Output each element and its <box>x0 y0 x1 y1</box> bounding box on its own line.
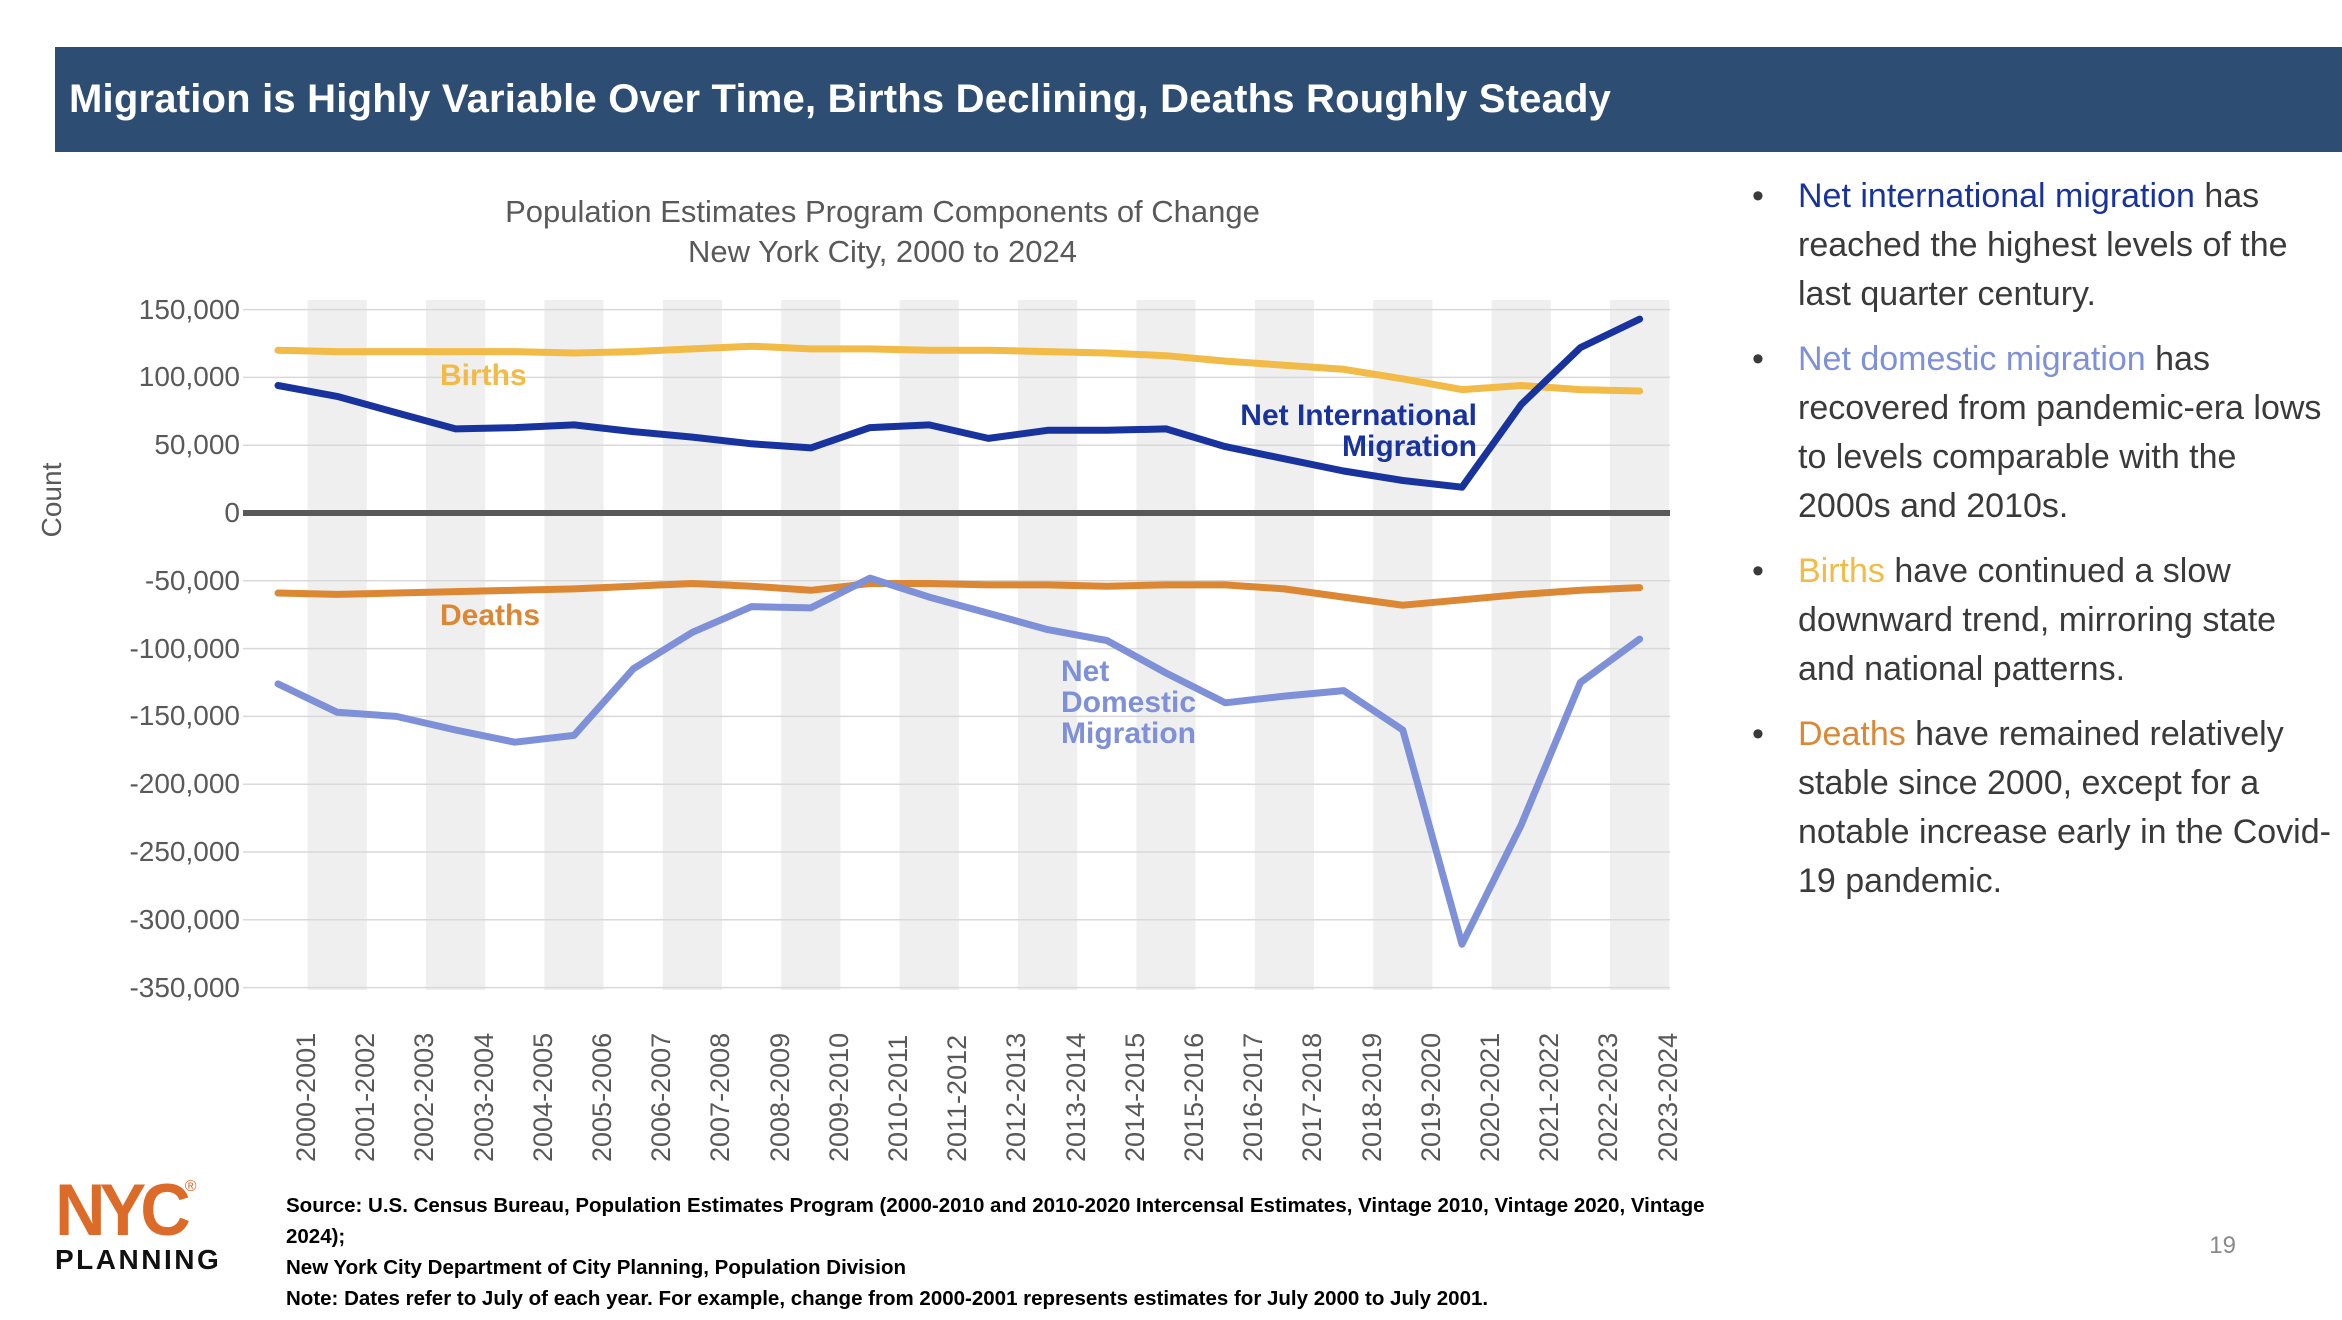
x-tick-label: 2014-2015 <box>1119 1032 1150 1162</box>
y-tick-label: 150,000 <box>138 293 240 325</box>
y-tick-label: -300,000 <box>129 903 240 935</box>
bullet-rest-text: have continued a slow downward trend, mi… <box>1798 552 2277 688</box>
x-tick-label: 2001-2002 <box>350 1032 381 1162</box>
x-tick-label: 2022-2023 <box>1593 1032 1624 1162</box>
x-tick-label: 2020-2021 <box>1475 1032 1505 1162</box>
x-tick-label: 2003-2004 <box>468 1032 499 1162</box>
y-tick-label: -350,000 <box>129 971 240 1003</box>
y-tick-label: -50,000 <box>145 564 240 596</box>
nyc-planning-logo: NYC® PLANNING <box>55 1169 265 1276</box>
net-domestic-migration-series-label: Net Domestic Migration <box>1061 655 1197 750</box>
category-band <box>1254 300 1314 990</box>
x-tick-label: 2021-2022 <box>1534 1032 1565 1162</box>
x-tick-label: 2009-2010 <box>823 1032 854 1162</box>
bullet-item-4: • Deaths have remained relatively stable … <box>1752 710 2337 906</box>
bullet-text: Deaths have remained relatively stable s… <box>1798 710 2337 906</box>
y-tick-label: 50,000 <box>154 429 240 461</box>
y-axis-title: Count <box>36 462 67 538</box>
x-tick-label: 2008-2009 <box>764 1032 795 1162</box>
x-tick-label: 2015-2016 <box>1179 1032 1209 1162</box>
deaths-line <box>274 580 1644 609</box>
chart-canvas <box>243 300 1670 990</box>
bullet-text: Net domestic migration has recovered fro… <box>1798 335 2337 531</box>
x-tick-label: 2012-2013 <box>1001 1032 1032 1162</box>
bullet-rest-text: have remained relatively stable since 20… <box>1798 715 2331 900</box>
category-band <box>1136 300 1196 990</box>
x-tick-label: 2006-2007 <box>646 1032 677 1162</box>
y-tick-label: 0 <box>224 497 240 528</box>
bullet-item-3: • Births have continued a slow downward t… <box>1752 547 2337 694</box>
nyc-logo-nyc: NYC <box>55 1169 191 1251</box>
header-bar: Migration is Highly Variable Over Time, … <box>55 47 2342 152</box>
x-tick-label: 2013-2014 <box>1060 1032 1091 1162</box>
chart-title: Population Estimates Program Components … <box>255 192 1510 272</box>
y-tick-label: -250,000 <box>129 836 240 867</box>
chart-title-line1: Population Estimates Program Components … <box>505 194 1260 229</box>
y-tick-label: -150,000 <box>129 700 240 732</box>
net-international-migration-series-label: Net International Migration <box>1240 399 1477 463</box>
bullet-marker: • <box>1752 177 1764 215</box>
category-band <box>1018 300 1078 990</box>
page-number: 19 <box>2209 1232 2236 1259</box>
key-findings-panel: • Net international migration has reached… <box>1752 172 2337 922</box>
category-band <box>544 300 604 990</box>
bullet-lead-term: Net international migration <box>1798 177 2195 215</box>
y-tick-label: -200,000 <box>129 768 240 800</box>
x-tick-label: 2018-2019 <box>1356 1032 1387 1162</box>
bullet-lead-term: Deaths <box>1798 715 1906 753</box>
deaths-series-label: Deaths <box>440 599 541 632</box>
x-tick-label: 2000-2001 <box>291 1032 321 1162</box>
category-band <box>1373 300 1433 990</box>
slide-title: Migration is Highly Variable Over Time, … <box>69 77 1612 121</box>
bullet-lead-term: Births <box>1798 552 1885 590</box>
category-band <box>899 300 959 990</box>
net-domestic-migration-line <box>274 574 1644 948</box>
source-note: Source: U.S. Census Bureau, Population E… <box>286 1190 1746 1314</box>
bullet-text: Net international migration has reached … <box>1798 172 2337 319</box>
registered-mark: ® <box>184 1178 197 1195</box>
source-line-3: Note: Dates refer to July of each year. … <box>286 1287 1489 1310</box>
bullet-marker: • <box>1752 552 1764 590</box>
category-band <box>307 300 367 990</box>
category-band <box>1491 300 1551 990</box>
net-international-migration-line <box>274 315 1644 491</box>
x-tick-label: 2019-2020 <box>1415 1032 1446 1162</box>
bullet-text: Births have continued a slow downward tr… <box>1798 547 2337 694</box>
x-tick-label: 2023-2024 <box>1652 1032 1683 1162</box>
x-tick-label: 2005-2006 <box>587 1032 617 1162</box>
y-tick-label: 100,000 <box>138 361 240 393</box>
x-tick-label: 2017-2018 <box>1297 1032 1328 1162</box>
source-line-2: New York City Department of City Plannin… <box>286 1256 907 1279</box>
line-chart-plot-area: Births Deaths Net Domestic Migration Net… <box>243 300 1670 990</box>
x-tick-label: 2004-2005 <box>527 1032 558 1162</box>
bullet-marker: • <box>1752 715 1764 753</box>
bullet-rest-text: has reached the highest levels of the la… <box>1798 177 2288 313</box>
bullet-rest-text: has recovered from pandemic-era lows to … <box>1798 340 2322 525</box>
bullet-marker: • <box>1752 340 1764 378</box>
bullet-lead-term: Net domestic migration <box>1798 340 2146 378</box>
nyc-logo-planning: PLANNING <box>55 1244 222 1275</box>
y-tick-label: -100,000 <box>129 632 240 664</box>
category-band <box>781 300 841 990</box>
source-line-1: Source: U.S. Census Bureau, Population E… <box>286 1194 1705 1248</box>
chart-title-line2: New York City, 2000 to 2024 <box>688 234 1077 269</box>
x-tick-label: 2016-2017 <box>1238 1032 1269 1162</box>
x-tick-label: 2007-2008 <box>705 1032 736 1162</box>
x-tick-label: 2011-2012 <box>942 1034 973 1162</box>
category-band <box>426 300 486 990</box>
bullet-item-1: • Net international migration has reached… <box>1752 172 2337 319</box>
births-series-label: Births <box>440 359 527 392</box>
births-line <box>274 342 1644 395</box>
category-band <box>1610 300 1670 990</box>
x-tick-label: 2010-2011 <box>883 1034 913 1162</box>
nyc-logo-text: NYC® <box>55 1169 265 1251</box>
x-tick-label: 2002-2003 <box>409 1032 440 1162</box>
bullet-item-2: • Net domestic migration has recovered fr… <box>1752 335 2337 531</box>
